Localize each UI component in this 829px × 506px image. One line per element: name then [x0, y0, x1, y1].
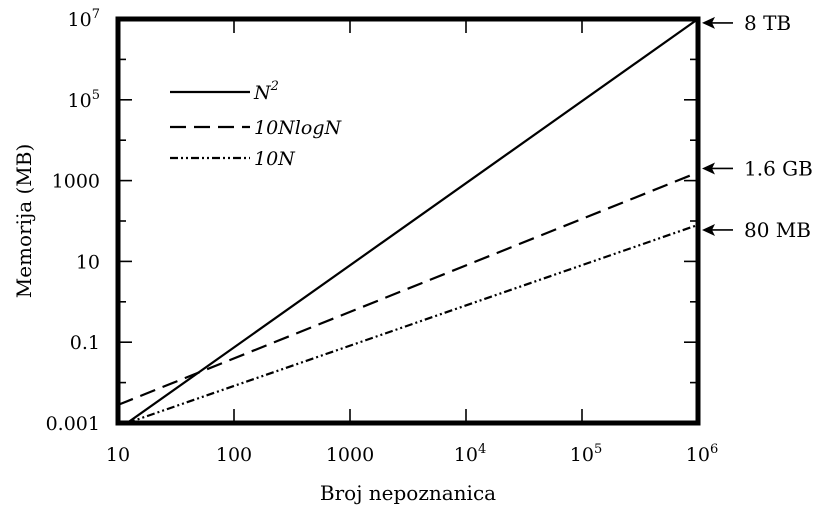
annotation-arrow-head-8-tb — [702, 16, 715, 29]
ticks — [117, 18, 699, 424]
annotation-8-tb: 8 TB — [744, 11, 791, 35]
series-line-3 — [126, 223, 699, 425]
x-tick-labels: 10 100 1000 104 105 106 — [106, 442, 718, 466]
legend-label-1: N2 — [253, 79, 279, 104]
x-axis-label: Broj nepoznanica — [320, 481, 496, 505]
y-tick-label-4: 105 — [68, 88, 100, 112]
y-tick-label-5: 107 — [68, 7, 100, 31]
x-tick-label-0: 10 — [106, 444, 130, 466]
y-axis-label: Memorija (MB) — [12, 144, 36, 299]
annotation-arrow-head-1-6-gb — [702, 162, 715, 175]
annotations: 8 TB 1.6 GB 80 MB — [702, 11, 813, 242]
x-tick-label-5: 106 — [686, 442, 718, 466]
y-tick-label-3: 1000 — [52, 171, 100, 193]
annotation-80-mb: 80 MB — [744, 218, 811, 242]
y-tick-labels: 0.001 0.1 10 1000 105 107 — [46, 7, 100, 435]
series-line-1 — [126, 18, 699, 424]
x-tick-label-3: 104 — [454, 442, 486, 466]
plot-lines — [117, 18, 699, 425]
legend-label-3: 10N — [254, 148, 296, 170]
legend-label-2: 10NlogN — [254, 117, 342, 139]
series-line-2 — [117, 171, 699, 406]
legend: N2 10NlogN 10N — [170, 79, 342, 170]
y-tick-label-0: 0.001 — [46, 413, 100, 435]
x-tick-label-4: 105 — [570, 442, 602, 466]
x-tick-label-2: 1000 — [326, 444, 374, 466]
y-tick-label-2: 10 — [76, 251, 100, 273]
y-tick-label-1: 0.1 — [70, 332, 100, 354]
annotation-arrow-head-80-mb — [702, 223, 715, 236]
annotation-1-6-gb: 1.6 GB — [744, 156, 813, 180]
x-tick-label-1: 100 — [216, 444, 252, 466]
